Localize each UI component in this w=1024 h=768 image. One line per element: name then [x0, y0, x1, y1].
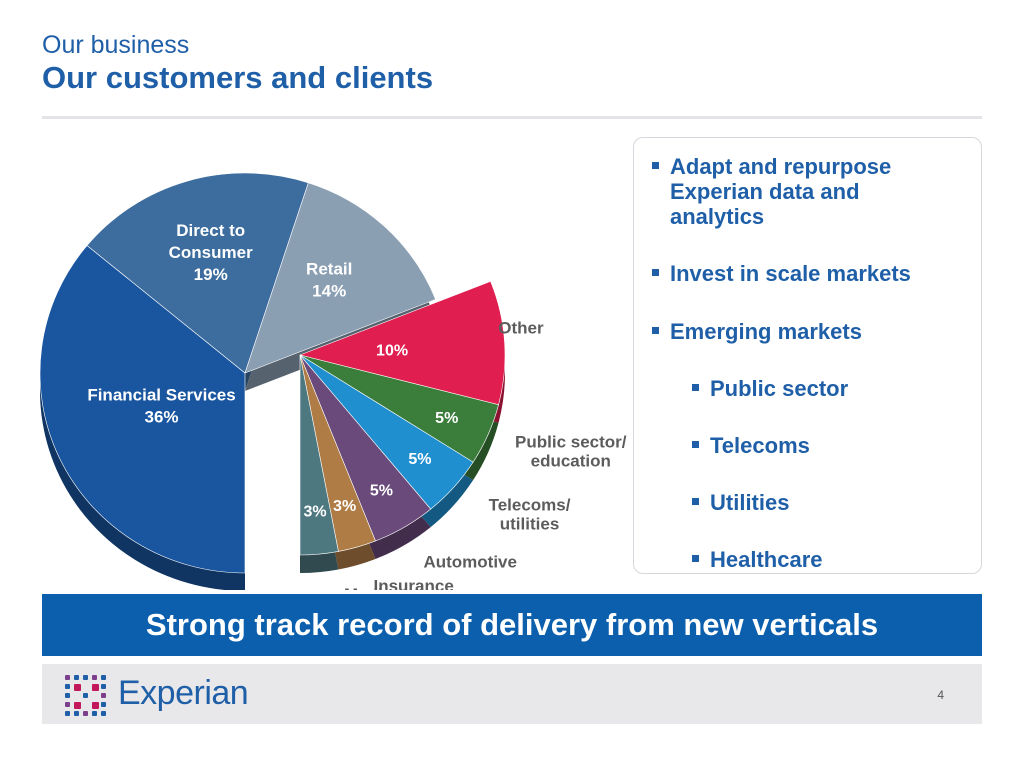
bullet-text: Adapt and repurpose: [670, 154, 892, 179]
pie-slice: [86, 172, 309, 374]
pie-value-label: 5%: [370, 482, 393, 499]
logo-dot: [74, 702, 81, 709]
logo-dot: [74, 711, 79, 716]
logo-dot: [74, 675, 79, 680]
pie-category-label: Financial Services: [87, 385, 235, 404]
slide-subtitle: Our business: [42, 31, 190, 59]
bullet-text: Emerging markets: [670, 319, 862, 344]
logo-dot: [83, 693, 88, 698]
pie-chart: Financial Services 36% Direct to Consumer 19…: [39, 172, 627, 590]
experian-logo-text: Experian: [118, 674, 249, 712]
logo-dot: [92, 702, 99, 709]
experian-logo-icon: [65, 675, 106, 716]
bullet-text: Utilities: [710, 490, 790, 515]
bullet-item: Adapt and repurpose Experian data and anal…: [652, 154, 892, 229]
sub-bullet-item: Telecoms: [692, 433, 810, 458]
bullet-text: Healthcare: [710, 547, 823, 572]
footer-bar: Experian 4: [42, 664, 982, 724]
logo-dot: [65, 702, 70, 707]
bullet-square-icon: [692, 498, 699, 505]
logo-dot: [101, 702, 106, 707]
bullet-text: analytics: [670, 204, 765, 229]
pie-value-label: 3%: [333, 498, 356, 515]
logo-dot: [65, 711, 70, 716]
bullet-square-icon: [652, 327, 659, 334]
pie-slice: [39, 245, 246, 574]
pie-category-label: Retail: [306, 260, 352, 279]
logo-dot: [101, 693, 106, 698]
sub-bullet-item: Utilities: [692, 490, 790, 515]
sub-bullet-item: Public sector: [692, 376, 849, 401]
bullet-panel: Adapt and repurpose Experian data and anal…: [633, 137, 982, 574]
bullet-square-icon: [692, 555, 699, 562]
pie-category-label: utilities: [500, 515, 560, 534]
logo-dot: [101, 711, 106, 716]
pie-value-label: 5%: [408, 451, 431, 468]
pie-category-label: Public sector/: [515, 432, 627, 451]
logo-dot: [101, 684, 106, 689]
pie-category-label: Media: [344, 585, 393, 590]
pie-category-label: Insurance: [373, 576, 453, 590]
bullet-text: Telecoms: [710, 433, 810, 458]
pie-category-label: Direct to: [176, 221, 245, 240]
sub-bullet-item: Healthcare: [692, 547, 823, 572]
page-number: 4: [937, 688, 944, 702]
logo-dot: [65, 684, 70, 689]
logo-dot: [101, 675, 106, 680]
highlight-banner: Strong track record of delivery from new…: [42, 594, 982, 656]
slide-title: Our customers and clients: [42, 60, 434, 95]
pie-value-label: 14%: [312, 282, 346, 301]
logo-dot: [83, 675, 88, 680]
bullet-item: Invest in scale markets: [652, 261, 911, 286]
bullet-square-icon: [692, 384, 699, 391]
logo-dot: [92, 711, 97, 716]
pie-category-label: Other: [498, 318, 544, 337]
pie-value-label: 10%: [376, 342, 408, 359]
bullet-text: Experian data and: [670, 179, 860, 204]
pie-category-label: education: [531, 451, 611, 470]
logo-dot: [92, 675, 97, 680]
pie-slice: [299, 354, 339, 556]
bullet-text: Public sector: [710, 376, 849, 401]
bullet-item: Emerging markets: [652, 319, 862, 344]
logo-dot: [92, 684, 99, 691]
logo-dot: [83, 711, 88, 716]
pie-category-label: Telecoms/: [489, 496, 571, 515]
logo-dot: [74, 684, 81, 691]
bullet-square-icon: [652, 162, 659, 169]
header-divider: [42, 116, 982, 119]
pie-value-label: 3%: [303, 503, 326, 520]
pie-category-label: Automotive: [423, 553, 517, 572]
pie-slice: [244, 182, 436, 374]
pie-value-label: 36%: [145, 407, 179, 426]
bullet-text: Invest in scale markets: [670, 261, 911, 286]
pie-value-label: 5%: [435, 410, 458, 427]
bullet-square-icon: [652, 269, 659, 276]
logo-dot: [65, 693, 70, 698]
slide-header: Our business Our customers and clients: [42, 30, 433, 96]
pie-value-label: 19%: [194, 265, 228, 284]
logo-dot: [65, 675, 70, 680]
pie-slice: [299, 280, 506, 406]
pie-category-label: Consumer: [169, 243, 253, 262]
bullet-square-icon: [692, 441, 699, 448]
